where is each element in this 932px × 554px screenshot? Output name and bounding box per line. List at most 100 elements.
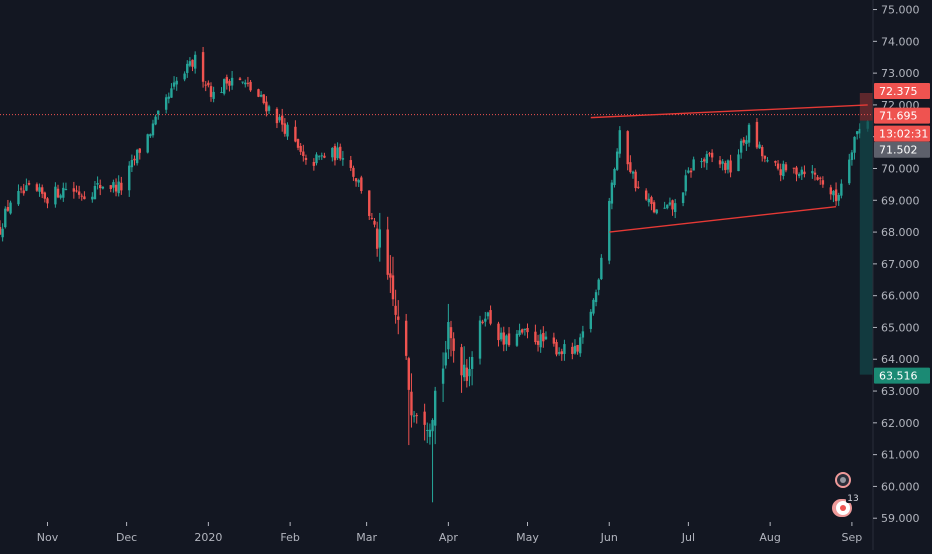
candle-body — [246, 82, 250, 84]
candle — [391, 256, 395, 307]
dividends-badge[interactable]: 13 — [832, 492, 860, 517]
candle — [212, 86, 215, 103]
candle-body — [278, 117, 281, 121]
candle — [848, 153, 851, 186]
candle-body — [758, 144, 761, 149]
candle — [739, 138, 743, 159]
candle — [431, 418, 434, 503]
candle-body — [109, 185, 112, 189]
candle-body — [637, 186, 640, 188]
event-badges[interactable]: 13 — [832, 472, 860, 517]
candle — [637, 181, 640, 189]
time-tick-label: Aug — [759, 531, 780, 544]
candle-body — [183, 73, 186, 80]
target-price-label: 63.516 — [874, 367, 930, 384]
candle-body — [782, 163, 785, 177]
candle-body — [526, 327, 529, 333]
candle-body — [331, 147, 334, 158]
candle-body — [135, 149, 139, 164]
candle — [608, 197, 611, 265]
candle — [183, 71, 186, 82]
candle — [597, 278, 600, 296]
candle-body — [523, 328, 527, 331]
candle — [75, 185, 78, 193]
stop-price-label-text: 72.375 — [879, 85, 918, 98]
candle — [761, 145, 764, 162]
candle — [834, 182, 838, 206]
candle — [534, 324, 537, 345]
candle — [523, 328, 527, 336]
candle — [444, 340, 447, 369]
candle — [594, 289, 598, 307]
candle — [35, 182, 39, 192]
candle — [407, 356, 411, 446]
candle-body — [703, 159, 706, 162]
candle-body — [521, 329, 524, 333]
target-price-label-bg — [874, 367, 930, 384]
candle-body — [634, 171, 637, 189]
candle — [560, 348, 563, 361]
candle — [352, 165, 355, 181]
candle — [742, 137, 745, 146]
candle — [370, 213, 374, 220]
candle-body — [333, 146, 337, 161]
candle-body — [93, 186, 97, 200]
upper-trendline[interactable] — [590, 104, 868, 119]
candle — [151, 119, 155, 138]
badge-count: 13 — [847, 494, 858, 504]
candle — [130, 154, 134, 173]
candle — [792, 167, 796, 174]
candle — [54, 182, 57, 208]
candle-body — [391, 275, 395, 300]
candle-body — [629, 162, 632, 172]
candle — [286, 122, 289, 140]
bar-countdown-label: 13:02:31 — [874, 125, 930, 142]
candle-body — [431, 420, 434, 432]
candle — [317, 155, 321, 161]
candle-body — [652, 202, 656, 213]
lower-trendline[interactable] — [609, 205, 837, 233]
earnings-badge[interactable] — [835, 472, 851, 488]
candle — [441, 352, 445, 403]
candle — [763, 155, 767, 163]
candle — [204, 81, 207, 92]
candle-body — [505, 335, 508, 345]
candle-body — [294, 126, 297, 142]
candle-body — [821, 180, 825, 185]
candle — [22, 183, 25, 196]
candle-body — [167, 96, 170, 99]
price-tick-label: 63.000 — [881, 385, 920, 398]
candle-body — [708, 153, 711, 155]
candle-body — [460, 347, 463, 376]
candle — [339, 143, 342, 161]
candle — [135, 148, 139, 166]
candle-body — [25, 185, 28, 191]
candle-body — [571, 346, 574, 355]
candle — [56, 184, 60, 199]
candle — [579, 333, 582, 357]
candle-body — [281, 115, 284, 125]
candle-body — [462, 364, 466, 378]
candle-body — [101, 186, 105, 189]
candle-body — [80, 195, 83, 197]
candle-body — [265, 101, 268, 112]
candle — [101, 186, 105, 190]
price-axis[interactable]: 75.00074.00073.00072.00071.00070.00069.0… — [872, 0, 932, 550]
candle — [829, 184, 833, 200]
candle-body — [486, 312, 490, 317]
candle-body — [832, 191, 835, 196]
candle — [710, 149, 714, 163]
candle — [663, 201, 666, 209]
candle — [626, 130, 629, 171]
candle — [59, 193, 62, 200]
candle — [644, 188, 648, 201]
candle-body — [579, 337, 582, 354]
candle-body — [220, 91, 223, 93]
candle — [246, 76, 250, 87]
candle — [447, 303, 450, 360]
time-axis[interactable]: Nov Dec 2020 Feb Mar Apr May Jun Jul Aug Sep — [37, 522, 863, 544]
candle-body — [650, 197, 653, 204]
